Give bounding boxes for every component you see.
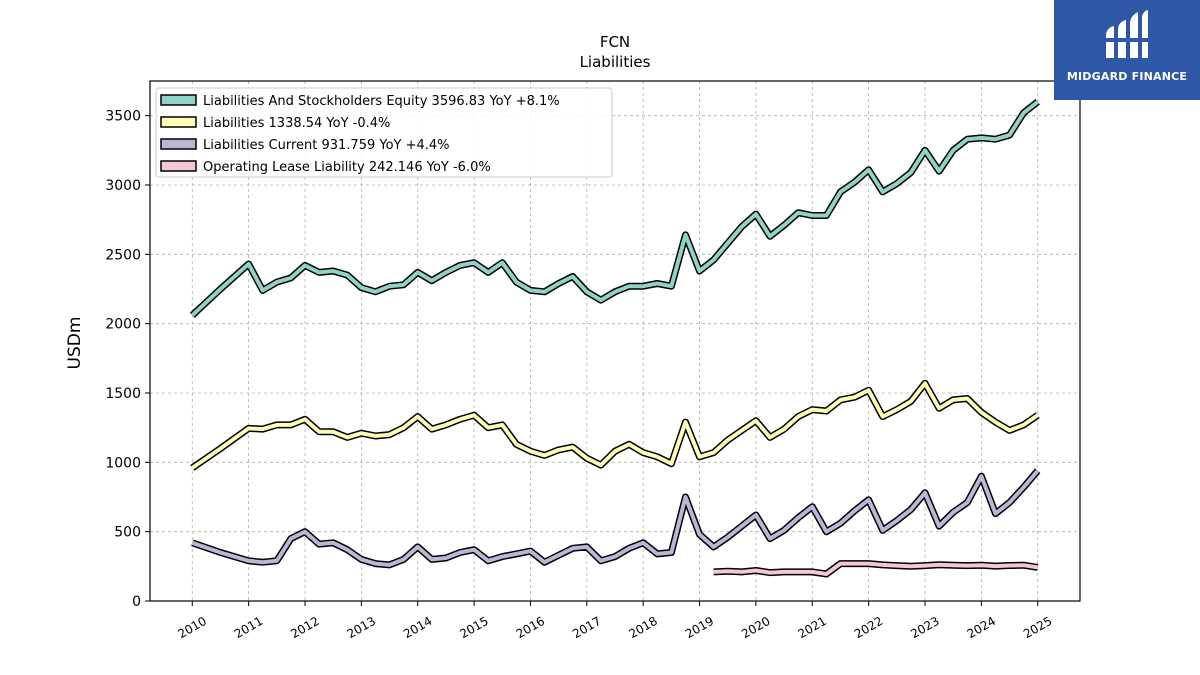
plot-frame	[149, 80, 1081, 602]
x-tick-label: 2013	[345, 614, 378, 641]
brand-name: MIDGARD FINANCE	[1066, 70, 1188, 83]
series-line-1	[191, 381, 1039, 470]
y-axis-label: USDm	[65, 317, 85, 370]
series-outline-2	[191, 468, 1041, 569]
x-tick-label: 2021	[796, 614, 829, 641]
x-tick-label: 2014	[401, 614, 434, 641]
legend-swatch-1	[160, 116, 197, 128]
brand-mark-icon	[1104, 10, 1150, 58]
x-tick-label: 2011	[232, 614, 265, 641]
series-line-0	[190, 100, 1039, 317]
y-tick-label: 2000	[105, 317, 141, 333]
y-tick-label: 500	[114, 525, 141, 541]
chart-title: FCN	[600, 33, 630, 51]
y-tick-label: 0	[132, 594, 141, 610]
x-tick-label: 2010	[176, 614, 209, 641]
legend-label-0: Liabilities And Stockholders Equity 3596…	[203, 94, 560, 109]
legend-label-2: Liabilities Current 931.759 YoY +4.4%	[203, 138, 450, 153]
series-outline-1	[190, 379, 1040, 471]
chart-subtitle: Liabilities	[580, 53, 651, 71]
x-tick-label: 2017	[570, 614, 603, 641]
x-tick-label: 2024	[965, 614, 998, 641]
x-tick-label: 2012	[288, 614, 321, 641]
x-tick-label: 2020	[739, 614, 772, 641]
x-tick-label: 2018	[626, 614, 659, 641]
x-tick-label: 2016	[514, 614, 547, 641]
legend-swatch-3	[160, 160, 197, 172]
x-tick-label: 2023	[908, 614, 941, 641]
legend-label-3: Operating Lease Liability 242.146 YoY -6…	[203, 160, 491, 175]
series-layer	[189, 99, 1041, 578]
legend-swatch-0	[160, 94, 197, 106]
legend: Liabilities And Stockholders Equity 3596…	[155, 87, 613, 178]
series-line-2	[191, 469, 1040, 567]
y-tick-label: 3500	[105, 109, 141, 125]
brand-logo: MIDGARD FINANCE	[1054, 0, 1200, 100]
x-tick-label: 2025	[1021, 614, 1054, 641]
x-tick-label: 2015	[457, 614, 490, 641]
legend-swatch-2	[160, 138, 197, 150]
series-line-3	[713, 561, 1039, 576]
y-tick-label: 1000	[105, 455, 141, 471]
y-tick-label: 2500	[105, 247, 141, 263]
y-tick-label: 1500	[105, 386, 141, 402]
y-tick-label: 3000	[105, 178, 141, 194]
x-tick-label: 2019	[683, 614, 716, 641]
legend-label-1: Liabilities 1338.54 YoY -0.4%	[203, 116, 390, 131]
legend-box	[155, 87, 613, 178]
x-tick-label: 2022	[852, 614, 885, 641]
